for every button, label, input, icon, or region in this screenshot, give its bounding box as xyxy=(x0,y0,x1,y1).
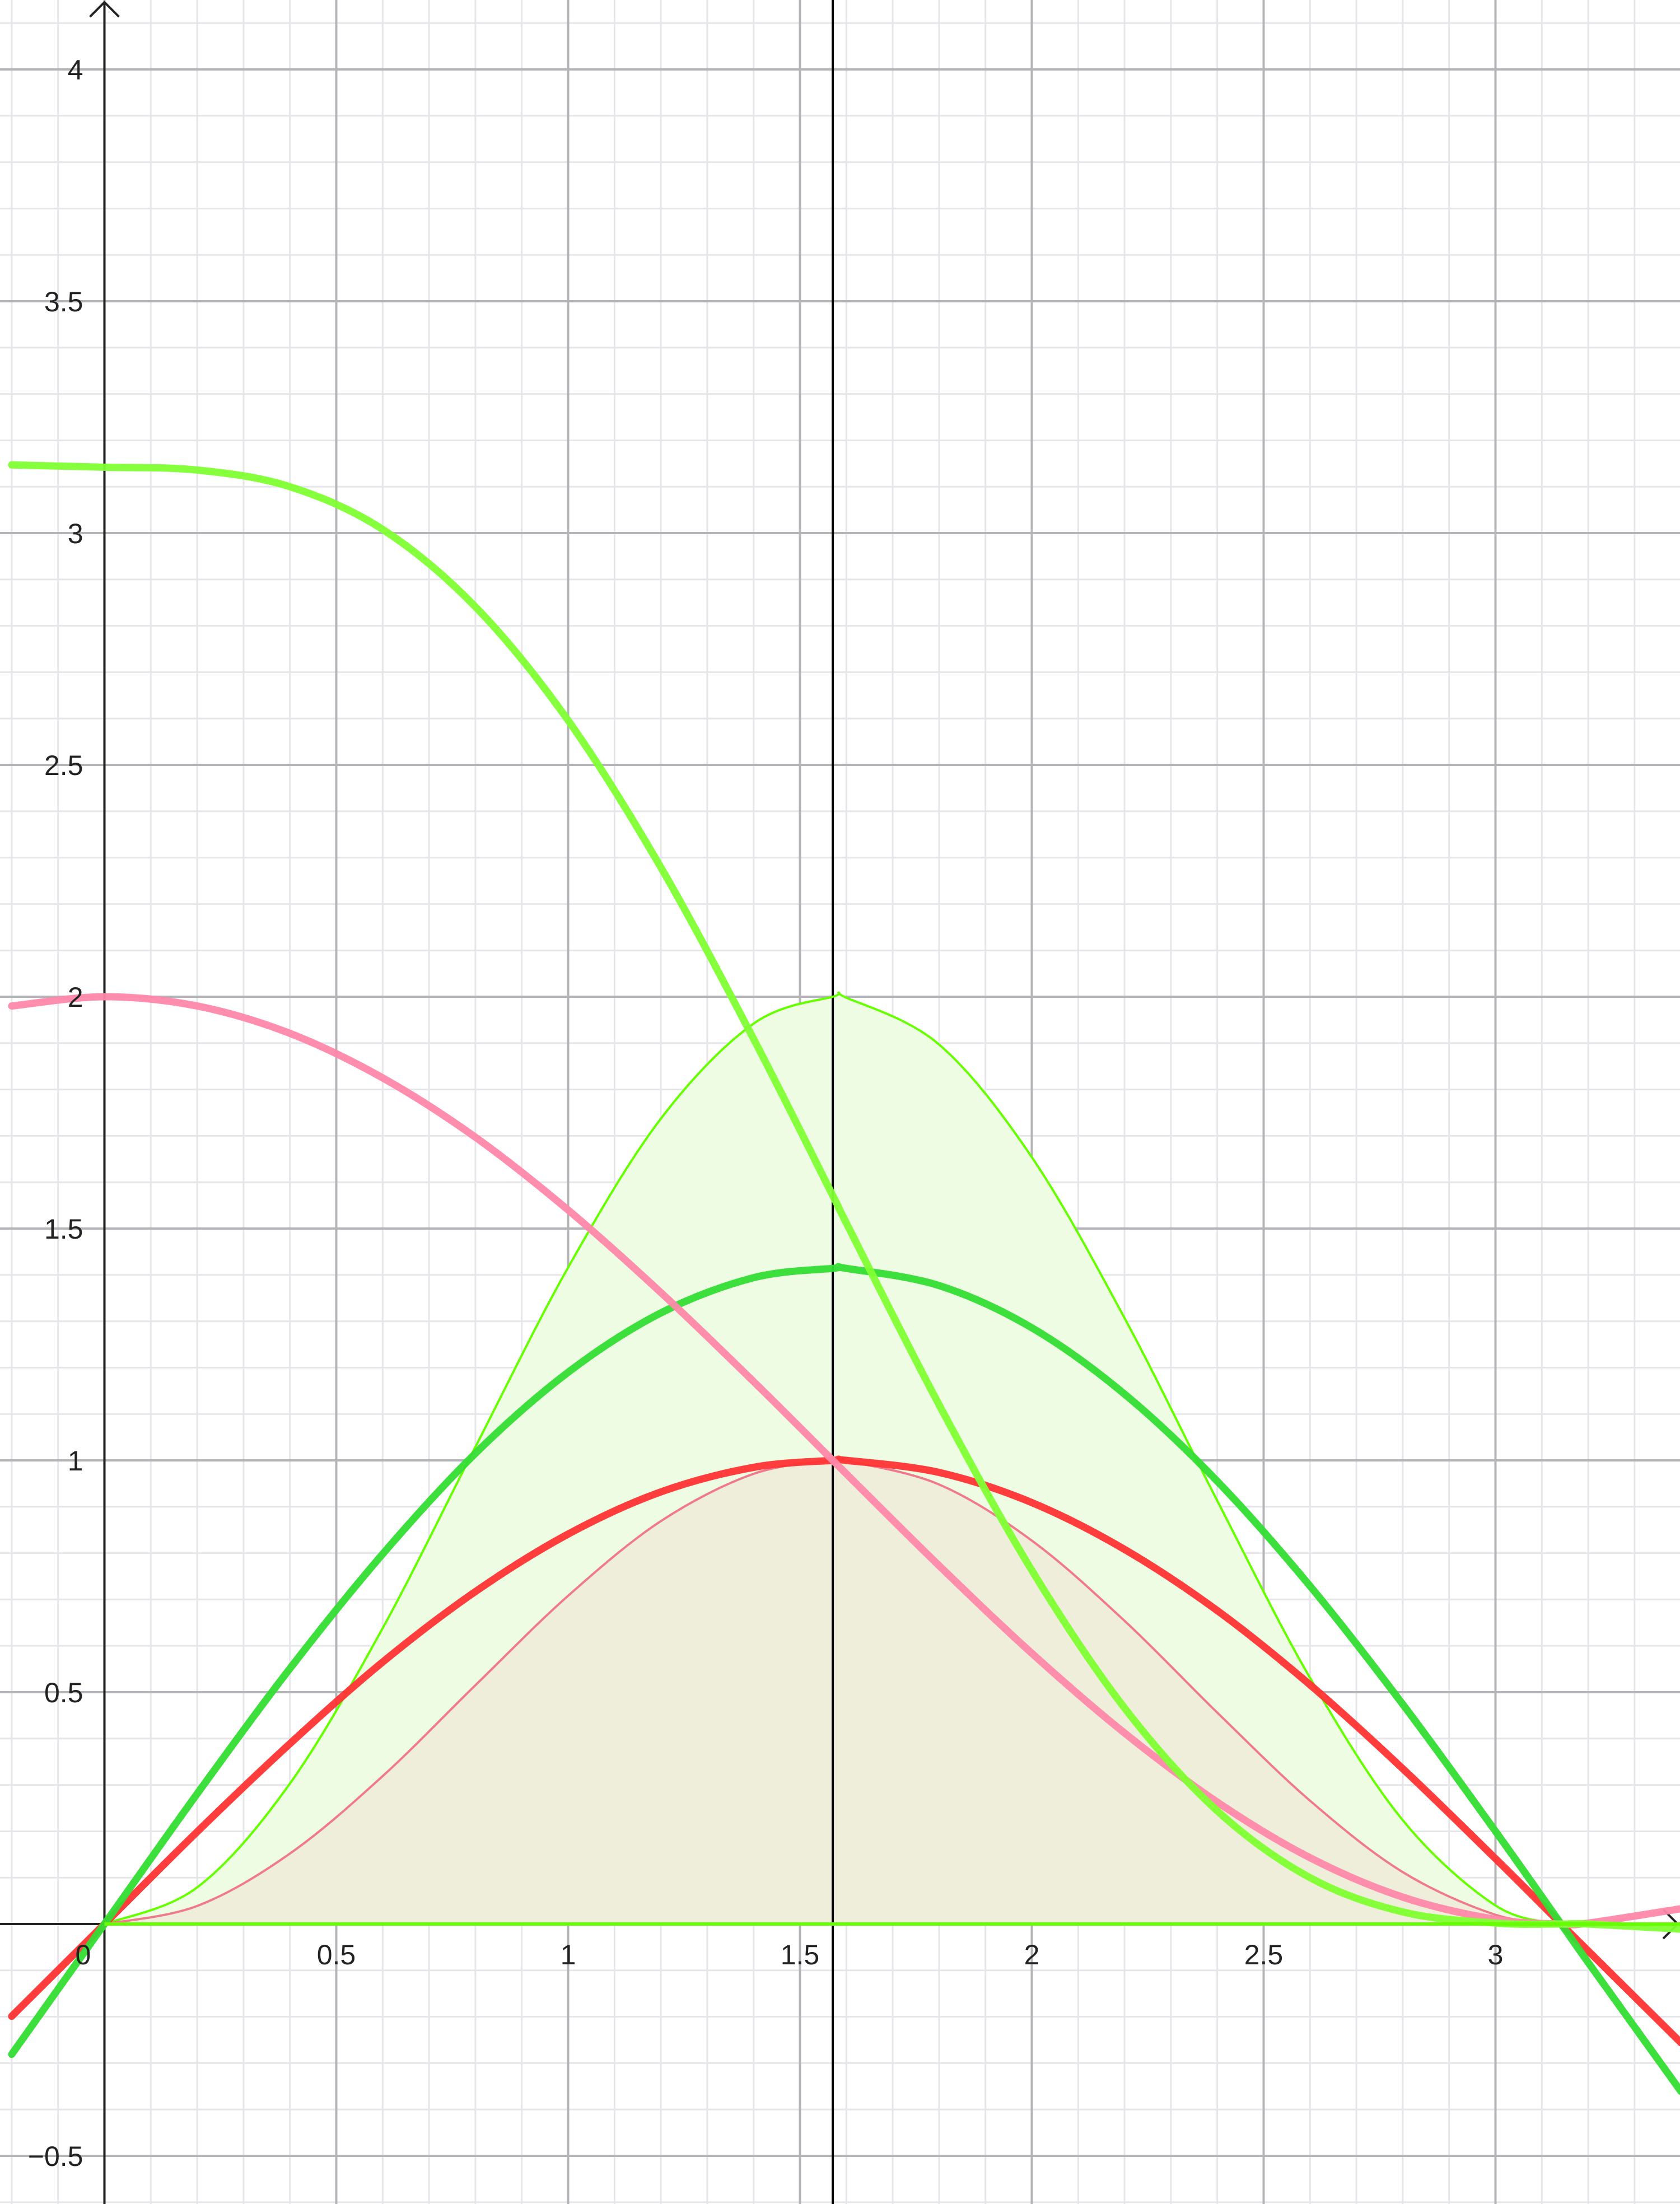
y-tick-label: 2 xyxy=(68,982,83,1013)
y-tick-label: 3 xyxy=(68,518,83,549)
series-line-4 xyxy=(8,993,1680,1928)
series-line-3 xyxy=(8,1263,1680,2095)
y-tick-label: 2.5 xyxy=(44,750,83,781)
x-tick-label: 1 xyxy=(561,1939,576,1970)
y-tick-label: 0.5 xyxy=(44,1677,83,1708)
y-tick-label: 3.5 xyxy=(44,286,83,317)
y-axis-arrow-icon xyxy=(89,1,120,18)
x-tick-label: 2.5 xyxy=(1244,1939,1284,1970)
y-tick-label: 4 xyxy=(68,54,83,86)
y-tick-label: 1.5 xyxy=(44,1213,83,1245)
x-tick-label: 0 xyxy=(76,1939,91,1970)
series-line-0 xyxy=(103,991,1562,1925)
series-line-2 xyxy=(8,1455,1680,2047)
x-tick-label: 0.5 xyxy=(317,1939,356,1970)
x-tick-label: 1.5 xyxy=(781,1939,820,1970)
x-tick-label: 2 xyxy=(1024,1939,1040,1970)
tick-labels: 0 0.5 1 1.5 2 2.5 3 −0.5 0.5 1 1.5 2 2.5 3 3.5 4 xyxy=(28,54,1504,2172)
y-tick-label: 1 xyxy=(68,1445,83,1477)
x-tick-label: 3 xyxy=(1488,1939,1504,1970)
curves xyxy=(8,461,1680,2095)
series-line-5 xyxy=(8,461,1680,1933)
y-tick-label: −0.5 xyxy=(28,2141,83,2172)
